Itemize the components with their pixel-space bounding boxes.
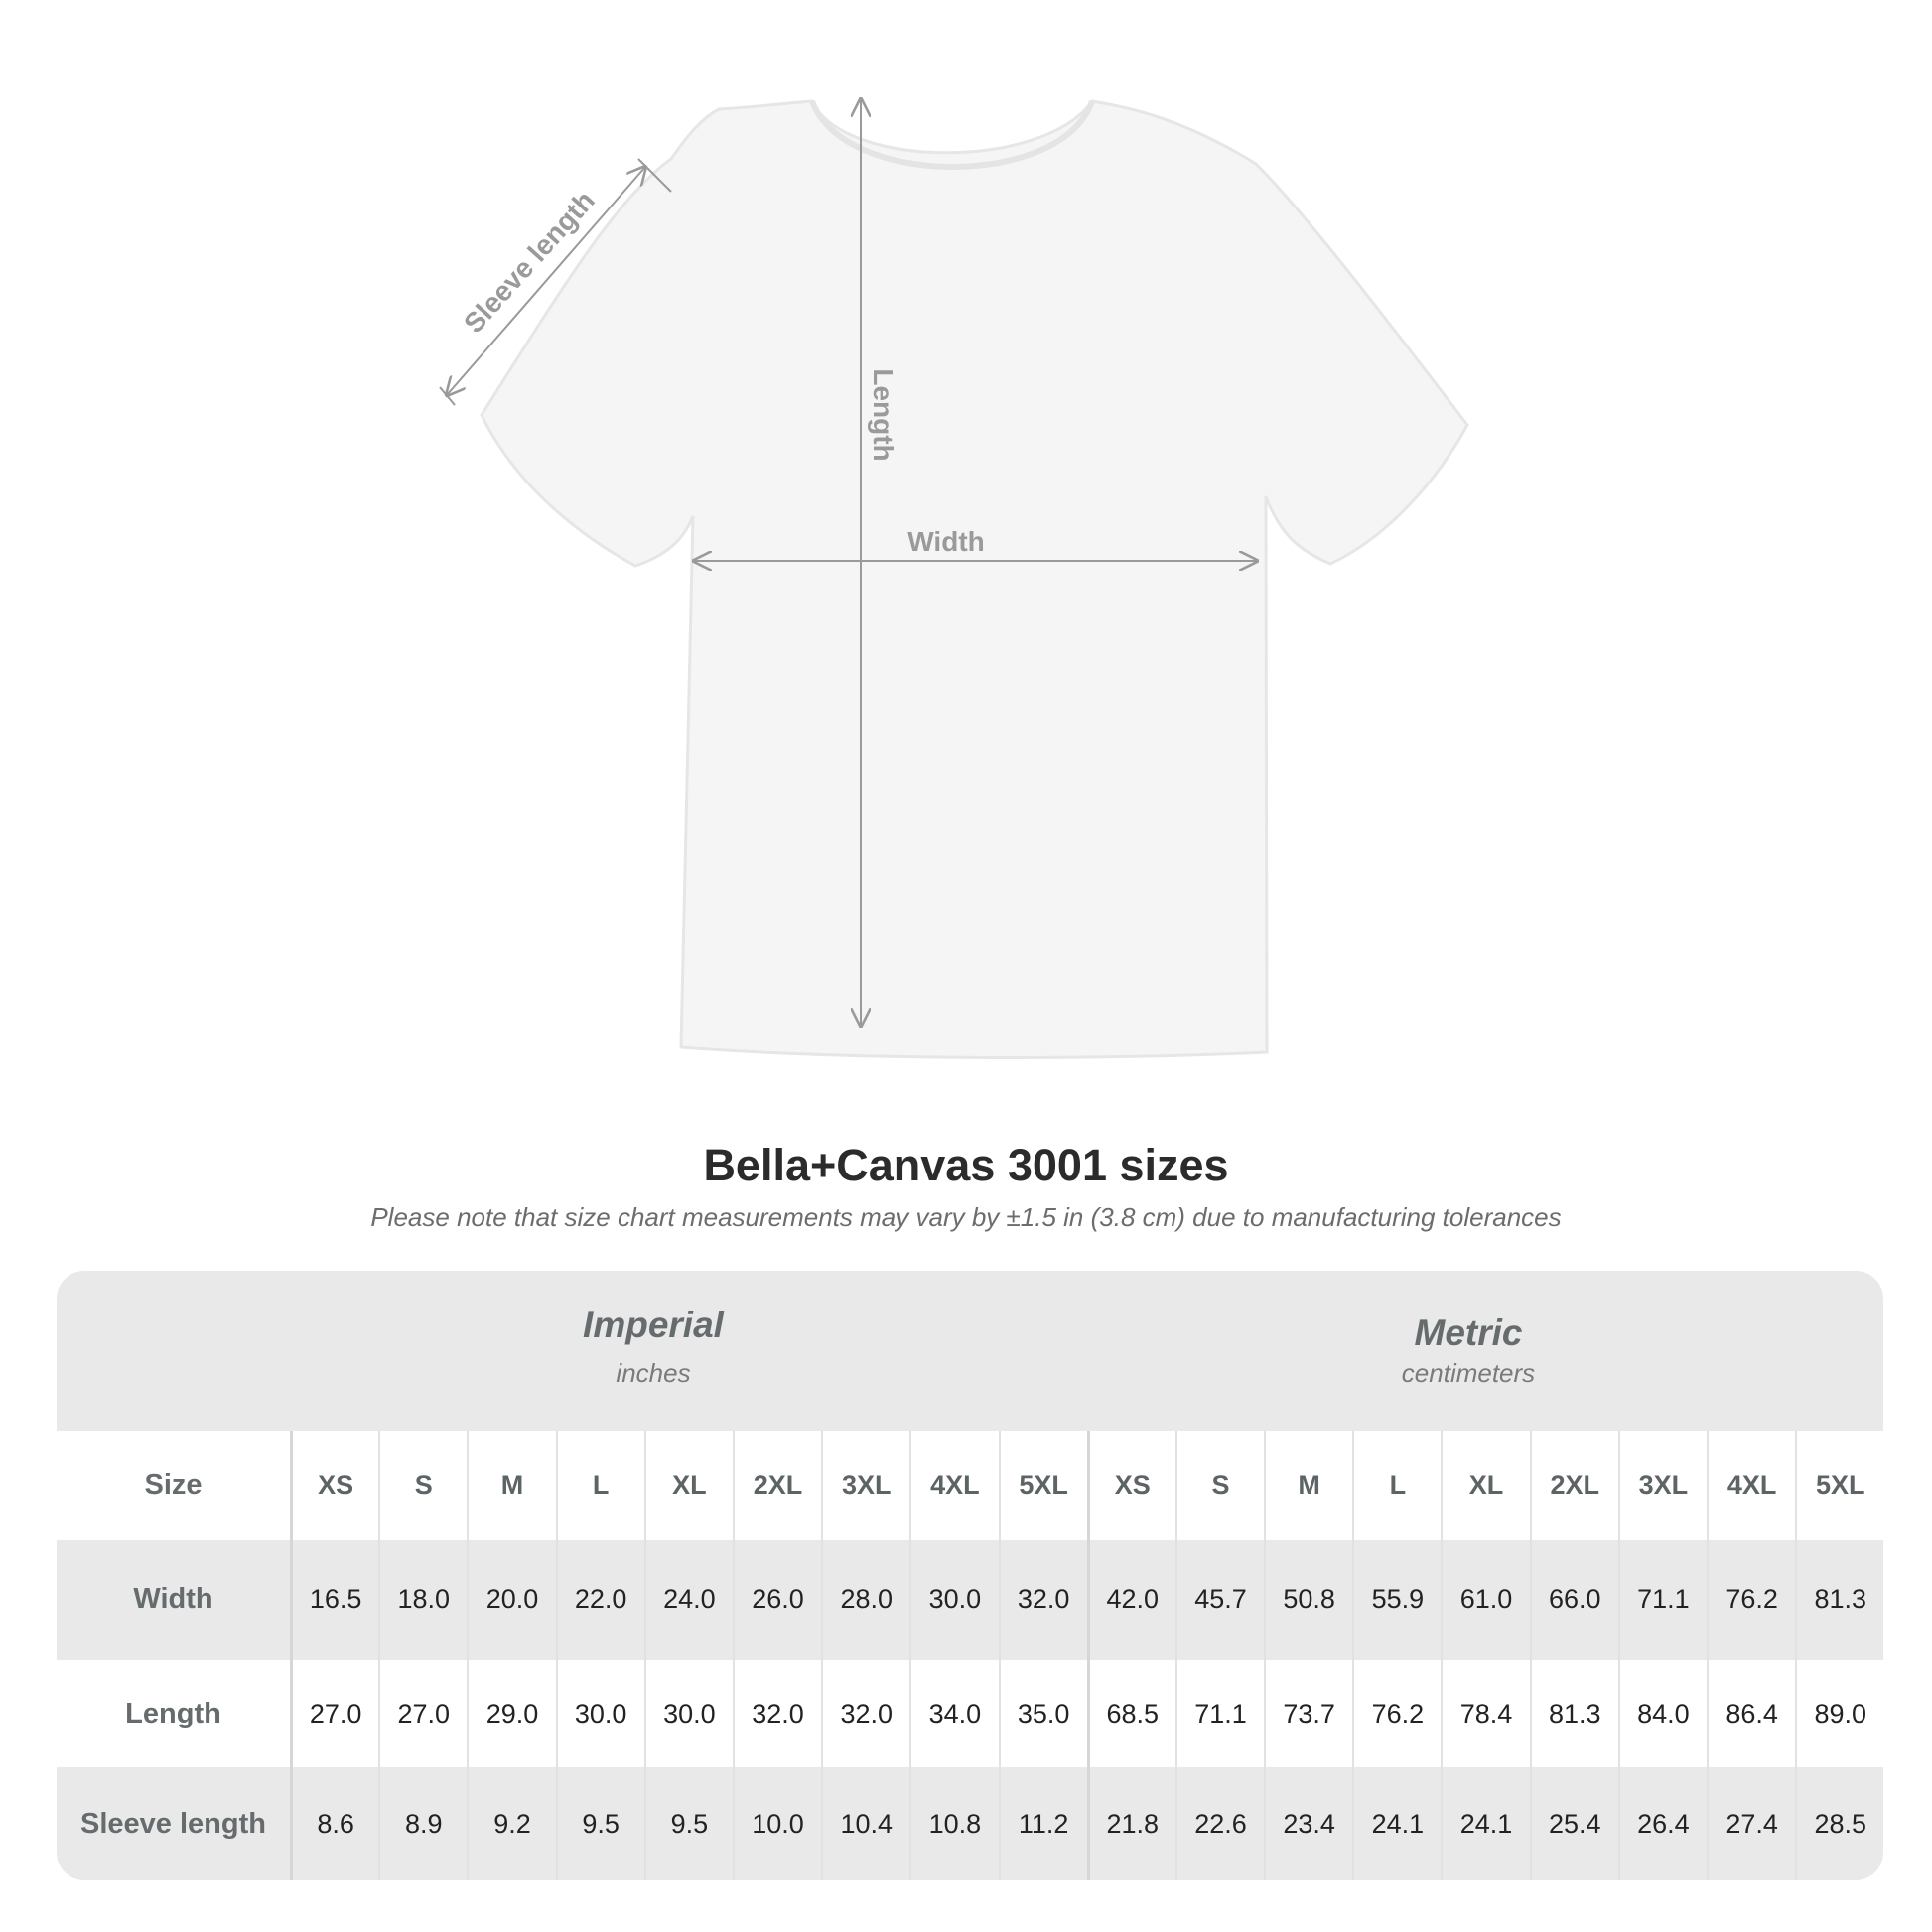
table-cell: 10.4 — [821, 1767, 909, 1880]
size-column-header: S — [1174, 1431, 1264, 1540]
metric-title: Metric — [1414, 1312, 1523, 1353]
tshirt-diagram: Width Length Sleeve length — [439, 0, 1469, 1059]
size-column-header: L — [1352, 1431, 1441, 1540]
size-column-header: 4XL — [909, 1431, 998, 1540]
table-cell: 27.0 — [290, 1660, 378, 1767]
table-cell: 50.8 — [1264, 1540, 1352, 1660]
row-label: Size — [144, 1468, 203, 1501]
table-cell: 10.8 — [909, 1767, 998, 1880]
table-cell: 8.9 — [378, 1767, 467, 1880]
size-column-header: 5XL — [1795, 1431, 1883, 1540]
table-cell: 25.4 — [1529, 1767, 1618, 1880]
table-cell: 22.0 — [555, 1540, 644, 1660]
table-cell: 55.9 — [1352, 1540, 1441, 1660]
size-column-header: S — [378, 1431, 467, 1540]
table-cell: 26.4 — [1617, 1767, 1707, 1880]
row-label: Sleeve length — [80, 1807, 266, 1840]
table-cell: 68.5 — [1086, 1660, 1175, 1767]
size-column-header: 4XL — [1707, 1431, 1795, 1540]
metric-unit: centimeters — [1401, 1358, 1536, 1388]
sleeve-arrow — [447, 167, 645, 395]
page-title: Bella+Canvas 3001 sizes — [703, 1140, 1229, 1190]
table-cell: 8.6 — [290, 1767, 378, 1880]
size-column-header: 2XL — [1529, 1431, 1618, 1540]
table-row: Sleeve length 8.6 8.9 9.2 9.5 9.5 10.0 10.4 10.8… — [57, 1767, 1883, 1880]
table-cell: 32.0 — [821, 1660, 909, 1767]
table-cell: 71.1 — [1174, 1660, 1264, 1767]
table-cell: 18.0 — [378, 1540, 467, 1660]
length-label: Length — [868, 368, 898, 461]
table-cell: 16.5 — [290, 1540, 378, 1660]
table-cell: 84.0 — [1617, 1660, 1707, 1767]
table-cell: 76.2 — [1707, 1540, 1795, 1660]
imperial-unit: inches — [616, 1358, 691, 1388]
size-column-header: XL — [1441, 1431, 1529, 1540]
metric-header: Metric centimeters — [1171, 1312, 1766, 1389]
table-cell: 86.4 — [1707, 1660, 1795, 1767]
size-table: Imperial inches Metric centimeters Size X… — [57, 1271, 1883, 1880]
size-column-header: 5XL — [998, 1431, 1087, 1540]
size-column-header: M — [1264, 1431, 1352, 1540]
table-cell: 28.0 — [821, 1540, 909, 1660]
table-cell: 30.0 — [555, 1660, 644, 1767]
table-row: Width 16.5 18.0 20.0 22.0 24.0 26.0 28.0 30.0 32.… — [57, 1540, 1883, 1660]
table-cell: 22.6 — [1174, 1767, 1264, 1880]
size-column-header: 3XL — [1617, 1431, 1707, 1540]
table-cell: 9.5 — [643, 1767, 733, 1880]
table-cell: 78.4 — [1441, 1660, 1529, 1767]
tshirt-image — [480, 99, 1469, 1059]
table-cell: 35.0 — [998, 1660, 1087, 1767]
size-column-header: 2XL — [732, 1431, 821, 1540]
unit-header: Imperial inches Metric centimeters — [57, 1271, 1883, 1431]
table-cell: 27.0 — [378, 1660, 467, 1767]
table-cell: 29.0 — [467, 1660, 555, 1767]
table-cell: 30.0 — [643, 1660, 733, 1767]
table-cell: 42.0 — [1086, 1540, 1175, 1660]
table-cell: 32.0 — [732, 1660, 821, 1767]
table-cell: 45.7 — [1174, 1540, 1264, 1660]
table-cell: 24.0 — [643, 1540, 733, 1660]
table-cell: 11.2 — [998, 1767, 1087, 1880]
size-column-header: XL — [643, 1431, 733, 1540]
imperial-header: Imperial inches — [355, 1305, 951, 1389]
table-cell: 81.3 — [1795, 1540, 1883, 1660]
size-column-header: 3XL — [821, 1431, 909, 1540]
table-cell: 34.0 — [909, 1660, 998, 1767]
table-cell: 9.5 — [555, 1767, 644, 1880]
width-label: Width — [907, 526, 985, 557]
table-cell: 10.0 — [732, 1767, 821, 1880]
table-cell: 76.2 — [1352, 1660, 1441, 1767]
table-cell: 23.4 — [1264, 1767, 1352, 1880]
size-column-header: M — [467, 1431, 555, 1540]
table-cell: 32.0 — [998, 1540, 1087, 1660]
table-row: Length 27.0 27.0 29.0 30.0 30.0 32.0 32.0 34.0 35… — [57, 1660, 1883, 1767]
size-column-header: XS — [290, 1431, 378, 1540]
table-cell: 73.7 — [1264, 1660, 1352, 1767]
table-cell: 28.5 — [1795, 1767, 1883, 1880]
imperial-title: Imperial — [583, 1305, 724, 1345]
table-cell: 71.1 — [1617, 1540, 1707, 1660]
table-cell: 21.8 — [1086, 1767, 1175, 1880]
row-label: Width — [133, 1584, 213, 1615]
table-cell: 81.3 — [1529, 1660, 1618, 1767]
row-label: Length — [125, 1697, 221, 1729]
table-cell: 20.0 — [467, 1540, 555, 1660]
size-column-header: L — [555, 1431, 644, 1540]
table-cell: 61.0 — [1441, 1540, 1529, 1660]
table-cell: 26.0 — [732, 1540, 821, 1660]
table-cell: 66.0 — [1529, 1540, 1618, 1660]
table-cell: 24.1 — [1441, 1767, 1529, 1880]
table-cell: 89.0 — [1795, 1660, 1883, 1767]
tolerance-note: Please note that size chart measurements… — [370, 1202, 1562, 1232]
table-cell: 24.1 — [1352, 1767, 1441, 1880]
size-header-row: Size XS S M L XL 2XL 3XL 4XL 5XL XS S M L XL 2XL 3XL 4XL 5… — [57, 1431, 1883, 1540]
size-column-header: XS — [1086, 1431, 1175, 1540]
table-cell: 27.4 — [1707, 1767, 1795, 1880]
table-cell: 9.2 — [467, 1767, 555, 1880]
table-cell: 30.0 — [909, 1540, 998, 1660]
